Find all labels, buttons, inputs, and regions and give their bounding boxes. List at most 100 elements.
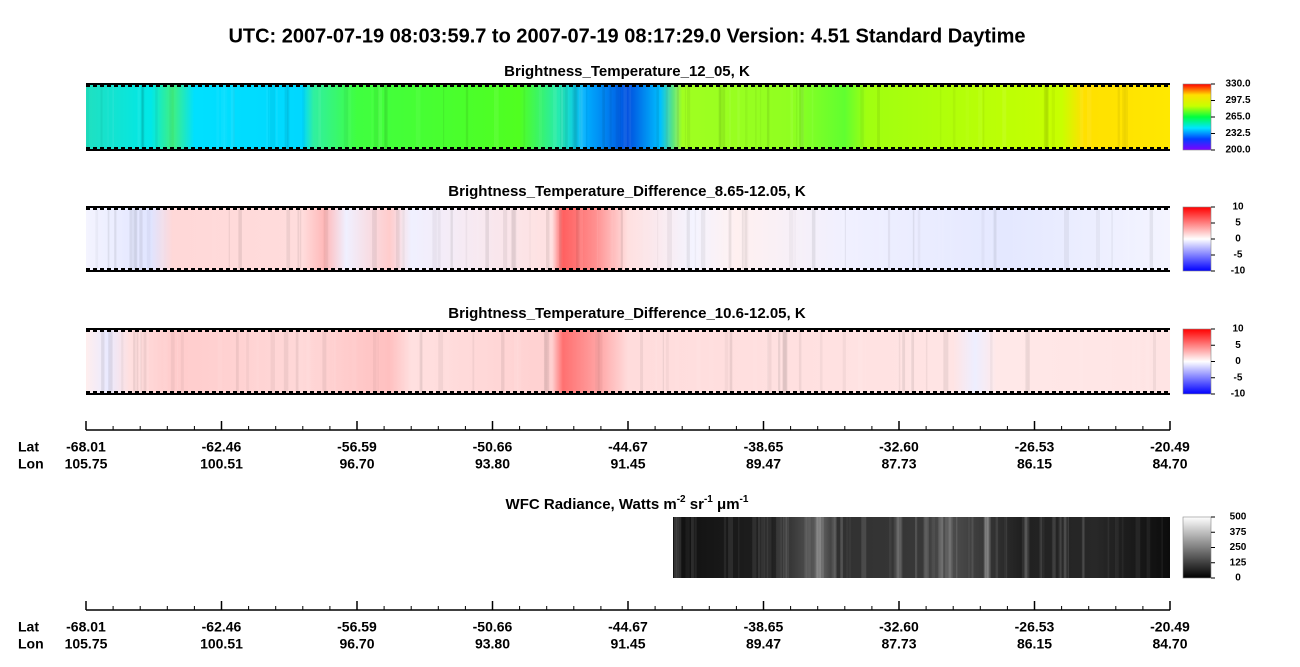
texture-streak [796,84,798,150]
colorbar-tick-label: 5 [1235,340,1241,351]
title-part: -2 [677,494,686,505]
colorbar-tick-label: 375 [1230,527,1247,538]
texture-streak [378,329,379,394]
texture-streak [778,329,781,394]
texture-streak [915,517,918,578]
x-tick-label: -38.65 [744,619,784,635]
texture-streak [887,207,891,271]
colorbar-tick-label: 0 [1235,234,1241,245]
colorbar-tick-label: -10 [1231,266,1246,277]
texture-streak [696,329,701,394]
texture-streak [968,517,971,578]
texture-streak [841,207,846,271]
texture-streak [780,517,785,578]
x-tick-label: -50.66 [473,619,513,635]
texture-streak [684,84,687,150]
texture-streak [984,517,990,578]
texture-streak [674,84,680,150]
texture-streak [938,517,944,578]
texture-streak [221,84,226,150]
texture-streak [923,517,928,578]
texture-streak [888,517,892,578]
texture-streak [1107,329,1112,394]
texture-streak [1025,329,1030,394]
texture-streak [573,84,578,150]
texture-streak [752,517,757,578]
texture-streak [1025,329,1027,394]
x-tick-label: 96.70 [339,636,374,652]
texture-streak [1013,207,1015,271]
texture-streak [114,207,117,271]
texture-streak [401,207,407,271]
texture-streak [789,207,794,271]
texture-streak [753,329,758,394]
texture-streak [100,84,103,150]
texture-streak [811,84,814,150]
texture-streak [400,207,406,271]
texture-streak [686,84,691,150]
texture-streak [985,517,989,578]
texture-streak [1022,517,1024,578]
x-tick-label: -20.49 [1150,439,1190,455]
texture-streak [944,329,949,394]
texture-streak [806,517,811,578]
x-tick-label: 105.75 [65,636,108,652]
texture-streak [138,329,142,394]
texture-streak [545,207,550,271]
texture-streak [287,84,290,150]
texture-streak [1059,517,1062,578]
texture-streak [559,207,562,271]
texture-streak [302,84,305,150]
texture-streak [700,207,706,271]
texture-streak [950,207,952,271]
x-tick-label: 93.80 [475,636,510,652]
texture-streak [942,207,944,271]
texture-streak [510,207,516,271]
texture-streak [902,329,906,394]
texture-streak [766,517,772,578]
texture-streak [1131,329,1136,394]
texture-streak [444,329,450,394]
texture-streak [861,329,863,394]
texture-streak [377,84,383,150]
x-tick-label: -38.65 [744,439,784,455]
texture-streak [318,84,321,150]
panel-title: Brightness_Temperature_Difference_10.6-1… [448,305,806,322]
texture-streak [662,329,664,394]
texture-streak [819,329,823,394]
x-tick-label: -50.66 [473,439,513,455]
texture-streak [145,207,147,271]
x-tick-label: 89.47 [746,636,781,652]
texture-streak [778,329,784,394]
texture-streak [1045,84,1048,150]
texture-streak [895,517,899,578]
texture-streak [419,329,423,394]
texture-streak [657,207,658,271]
texture-streak [821,517,824,578]
title-part: μm [713,496,740,513]
colorbar-tick-label: -10 [1231,389,1246,400]
texture-streak [767,329,770,394]
texture-streak [1154,207,1160,271]
texture-streak [538,84,542,150]
texture-streak [578,207,584,271]
x-tick-label: -56.59 [337,619,377,635]
texture-streak [270,84,275,150]
texture-streak [101,329,105,394]
x-tick-label: -62.46 [202,619,242,635]
texture-streak [978,84,983,150]
x-tick-label: 86.15 [1017,456,1052,472]
texture-streak [767,329,772,394]
texture-streak [559,84,565,150]
texture-streak [943,329,949,394]
texture-streak [602,84,605,150]
texture-streak [323,207,329,271]
texture-streak [561,84,563,150]
texture-streak [1004,517,1007,578]
x-tick-label: -44.67 [608,439,648,455]
texture-streak [217,329,223,394]
texture-streak [531,207,535,271]
texture-streak [503,207,508,271]
texture-streak [170,329,175,394]
texture-streak [133,329,136,394]
